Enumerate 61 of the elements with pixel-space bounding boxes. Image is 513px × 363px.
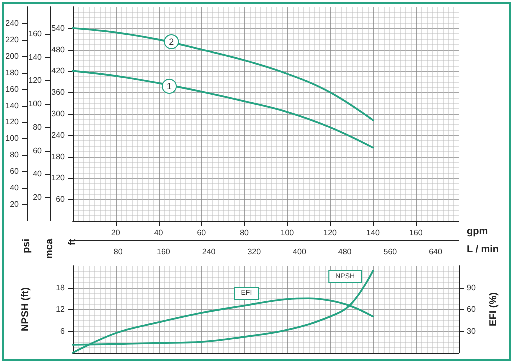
y2-tick-label: 240 xyxy=(6,18,20,28)
y-tick-label: 300 xyxy=(52,109,66,118)
x2-tick-label: 400 xyxy=(293,247,307,256)
y2-tick-label: 90 xyxy=(467,283,476,292)
y2-tick-label: 180 xyxy=(6,68,20,78)
y3-tick-label: 160 xyxy=(28,29,43,38)
y3-tick-label: 100 xyxy=(28,100,43,109)
x-tick-label: 140 xyxy=(366,228,380,238)
y3-tick-label: 120 xyxy=(28,76,43,86)
y-tick-label: 480 xyxy=(52,45,66,54)
x-tick-label: 40 xyxy=(154,228,164,238)
y-tick-label: 540 xyxy=(52,24,66,33)
x-axis-title: gpm xyxy=(467,226,488,238)
x-tick-label: 160 xyxy=(409,228,424,238)
y2-tick-label: 100 xyxy=(6,134,20,144)
y3-tick-label: 20 xyxy=(33,193,43,202)
x2-tick-label: 240 xyxy=(202,247,216,256)
y2-tick-label: 60 xyxy=(10,167,20,176)
y2-tick-label: 40 xyxy=(10,184,20,193)
y3-axis-title: mca xyxy=(44,238,56,259)
x-tick-label: 20 xyxy=(111,228,121,238)
annotation: 1 xyxy=(166,82,172,92)
y3-tick-label: 80 xyxy=(33,122,43,132)
x2-tick-label: 160 xyxy=(157,247,171,256)
y-tick-label: 18 xyxy=(56,283,66,292)
x-tick-label: 100 xyxy=(280,228,295,238)
y-tick-label: 420 xyxy=(52,66,66,76)
x2-tick-label: 640 xyxy=(429,247,443,256)
x2-tick-label: 80 xyxy=(114,247,124,256)
y2-axis-title: psi xyxy=(22,238,32,254)
x2-axis-title: L / min xyxy=(467,244,500,256)
y3-tick-label: 40 xyxy=(33,170,43,179)
y-tick-label: 360 xyxy=(52,88,66,98)
y3-tick-label: 140 xyxy=(28,52,43,62)
y2-tick-label: 80 xyxy=(10,150,20,160)
y-tick-label: 6 xyxy=(60,326,66,336)
line-series xyxy=(72,70,374,149)
x-tick-label: 80 xyxy=(240,228,250,238)
x2-tick-label: 320 xyxy=(248,247,262,256)
x-tick-label: 60 xyxy=(197,228,207,238)
annotation: 2 xyxy=(169,36,174,47)
y-tick-label: 240 xyxy=(52,130,66,140)
y2-tick-label: 220 xyxy=(6,35,20,44)
x2-tick-label: 480 xyxy=(338,247,352,256)
y2-axis-title: EFI (%) xyxy=(488,292,500,326)
x2-tick-label: 560 xyxy=(384,247,398,256)
y2-tick-label: 60 xyxy=(467,305,476,314)
y-tick-label: 180 xyxy=(52,152,66,162)
y2-tick-label: 30 xyxy=(467,326,476,336)
y2-tick-label: 120 xyxy=(6,118,20,127)
line-series xyxy=(72,28,374,122)
y2-tick-label: 160 xyxy=(6,84,20,94)
y-tick-label: 120 xyxy=(52,174,66,183)
y2-tick-label: 140 xyxy=(6,101,20,110)
y2-tick-label: 200 xyxy=(6,52,20,61)
y-axis-title: NPSH (ft) xyxy=(20,288,32,332)
y-tick-label: 12 xyxy=(56,305,66,314)
y2-tick-label: 20 xyxy=(10,200,20,210)
y-tick-label: 60 xyxy=(56,195,66,204)
y3-tick-label: 60 xyxy=(33,146,43,156)
x-tick-label: 120 xyxy=(324,228,338,238)
